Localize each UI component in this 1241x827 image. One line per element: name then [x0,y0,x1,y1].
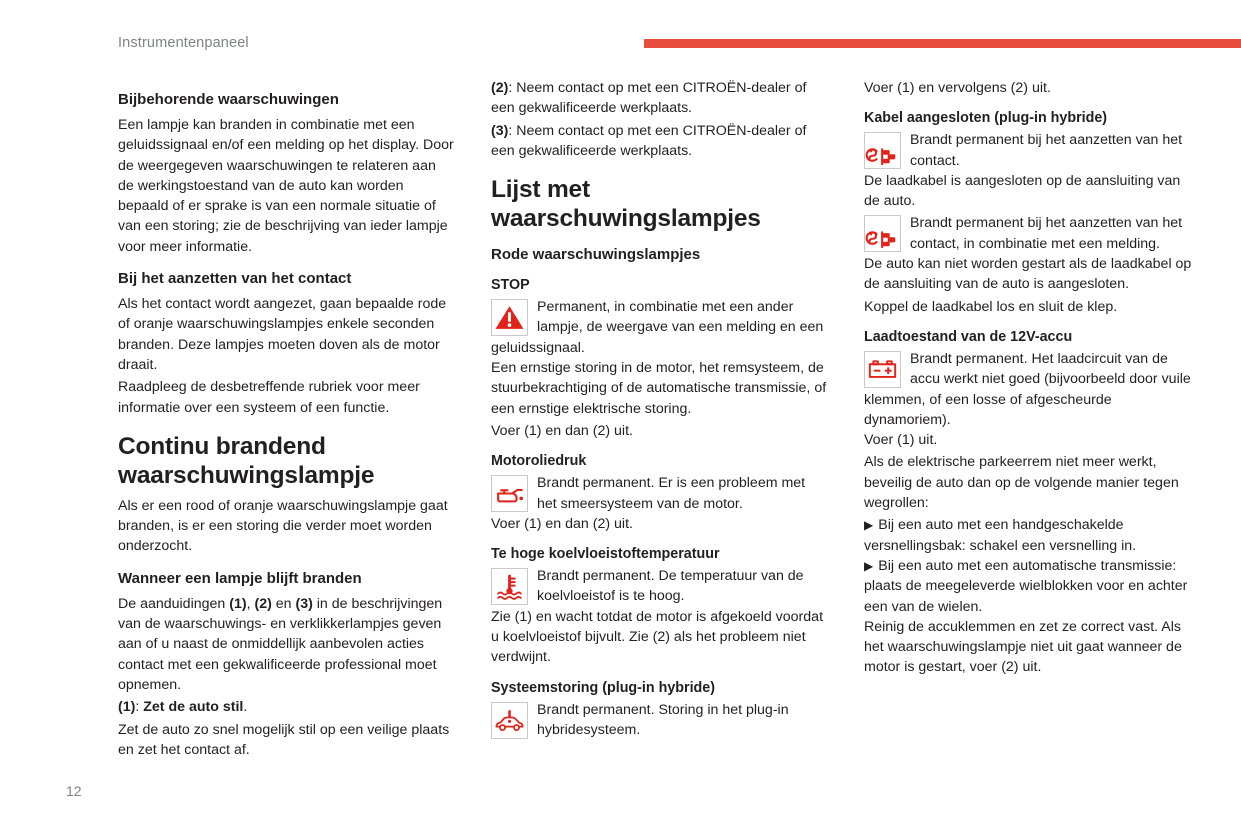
para-koppel-laadkabel: Koppel de laadkabel los en sluit de klep… [864,298,1118,315]
bullet-automatische-transmissie: ▶ Bij een auto met een automatische trans… [864,556,1200,617]
para-parkeerrem-werkt-niet: Als de elektrische parkeerrem niet meer … [864,454,1179,512]
arrow-bullet-icon: ▶ [864,518,874,533]
lamp-kabel-aangesloten-1-text: Brandt permanent bij het aanzetten van h… [910,132,1183,169]
lamp-systeemstoring: Brandt permanent. Storing in het plug-in… [491,700,827,741]
para-stop-actie: Voer (1) en dan (2) uit. [491,422,633,439]
lamp-kabel-aangesloten-2-text: Brandt permanent bij het aanzetten van h… [910,215,1183,252]
bullet-handgeschakelde-versnellingsbak: ▶ Bij een auto met een handgeschakelde ve… [864,515,1200,556]
action-ref: (1) [118,699,136,716]
para-lampje-branden: Een lampje kan branden in combinatie met… [118,117,454,255]
heading-continu-brandend: Continu brandend waarschuwingslampje [118,432,375,489]
coolant-temperature-icon [491,568,528,606]
page-header-title: Instrumentenpaneel [118,35,249,51]
para-actie-2: (2): Neem contact op met een CITROËN-dea… [491,80,807,117]
para-auto-niet-starten: De auto kan niet worden gestart als de l… [864,256,1192,293]
lamp-laadtoestand-accu: Brandt permanent. Het laadcircuit van de… [864,349,1200,430]
lamp-motoroliedruk-text: Brandt permanent. Er is een probleem met… [537,475,806,512]
charging-plug-icon [864,132,901,170]
lamp-motoroliedruk: Brandt permanent. Er is een probleem met… [491,473,827,514]
action-ref: (1) [229,595,247,612]
emphasis: Zet de auto stil [143,699,244,716]
lamp-systeemstoring-text: Brandt permanent. Storing in het plug-in… [537,701,789,738]
para-voer-1-en-2: Voer (1) en vervolgens (2) uit. [864,80,1051,96]
lamp-stop: Permanent, in combinatie met een ander l… [491,297,827,358]
para-laadkabel-aangesloten: De laadkabel is aangesloten op de aanslu… [864,172,1181,210]
para-voer-1-uit: Voer (1) uit. [864,432,938,449]
column-right: Voer (1) en vervolgens (2) uit. Kabel aan… [864,78,1200,762]
para-reinig-accuklemmen: Reinig de accuklemmen en zet ze correct … [864,618,1182,676]
lamp-name-stop: STOP [491,277,530,294]
para-stop-detail: Een ernstige storing in de motor, het re… [491,360,827,417]
lamp-name-kabel-aangesloten: Kabel aangesloten (plug-in hybride) [864,110,1108,127]
heading-bij-het-aanzetten: Bij het aanzetten van het contact [118,270,352,288]
column-middle: (2): Neem contact op met een CITROËN-dea… [491,78,827,762]
lamp-stop-text: Permanent, in combinatie met een ander l… [491,299,824,356]
car-warning-icon [491,701,528,739]
lamp-name-systeemstoring: Systeemstoring (plug-in hybride) [491,679,716,696]
para-contact-aangezet: Als het contact wordt aangezet, gaan bep… [118,296,447,373]
para-rood-oranje-lampje: Als er een rood of oranje waarschuwingsl… [118,497,448,555]
battery-icon [864,350,901,388]
page-header: Instrumentenpaneel [118,34,1241,56]
oil-can-icon [491,475,528,513]
lamp-kabel-aangesloten-2: Brandt permanent bij het aanzetten van h… [864,213,1200,254]
lamp-name-laadtoestand-accu: Laadtoestand van de 12V-accu [864,328,1073,345]
header-red-rule [644,39,1241,48]
para-actie-1-detail: Zet de auto zo snel mogelijk stil op een… [118,721,450,758]
lamp-name-motoroliedruk: Motoroliedruk [491,453,587,470]
action-ref: (2) [254,595,272,612]
lamp-koelvloeistoftemperatuur-text: Brandt permanent. De temperatuur van de … [537,568,804,605]
content-columns: Bijbehorende waarschuwingen Een lampje ka… [118,78,1240,762]
para-actie-1: (1): Zet de auto stil. [118,699,248,716]
lamp-name-koelvloeistoftemperatuur: Te hoge koelvloeistoftemperatuur [491,546,720,563]
column-left: Bijbehorende waarschuwingen Een lampje ka… [118,78,454,762]
para-raadpleeg-rubriek: Raadpleeg de desbetreffende rubriek voor… [118,379,420,416]
page-number: 12 [66,783,82,799]
charging-plug-icon [864,215,901,253]
para-aanduidingen: De aanduidingen (1), (2) en (3) in de be… [118,595,443,693]
action-ref: (3) [491,122,509,139]
heading-wanneer-lampje-blijft-branden: Wanneer een lampje blijft branden [118,569,362,587]
action-ref: (3) [295,595,313,612]
heading-bijbehorende-waarschuwingen: Bijbehorende waarschuwingen [118,91,339,108]
arrow-bullet-icon: ▶ [864,558,874,573]
para-actie-3: (3): Neem contact op met een CITROËN-dea… [491,122,807,159]
lamp-kabel-aangesloten-1: Brandt permanent bij het aanzetten van h… [864,130,1200,171]
action-ref: (2) [491,80,509,96]
heading-lijst-met-waarschuwingslampjes: Lijst met waarschuwingslampjes [491,176,761,233]
bullet-automatische-transmissie-text: Bij een auto met een automatische transm… [864,557,1188,615]
bullet-handgeschakelde-versnellingsbak-text: Bij een auto met een handgeschakelde ver… [864,517,1137,554]
para-motoroliedruk-actie: Voer (1) en dan (2) uit. [491,515,633,532]
warning-triangle-icon [491,299,528,337]
heading-rode-waarschuwingslampjes: Rode waarschuwingslampjes [491,246,701,264]
lamp-laadtoestand-accu-text: Brandt permanent. Het laadcircuit van de… [864,350,1191,428]
lamp-koelvloeistoftemperatuur: Brandt permanent. De temperatuur van de … [491,566,827,607]
para-koelvloeistof-actie: Zie (1) en wacht totdat de motor is afge… [491,608,824,666]
